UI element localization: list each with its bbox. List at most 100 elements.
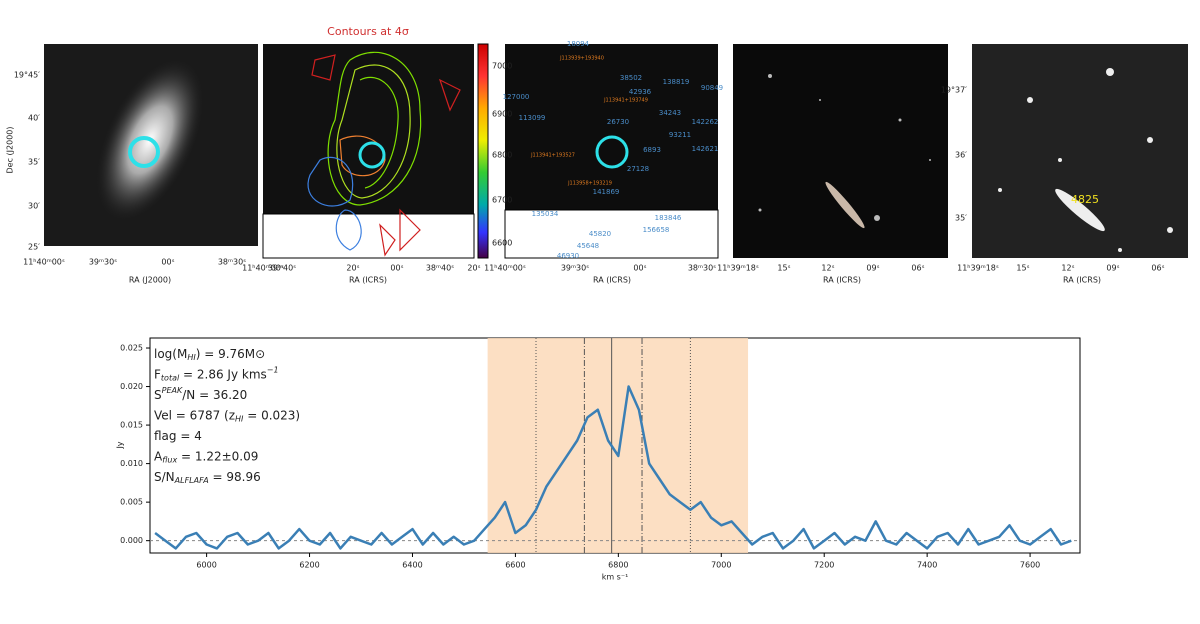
colorbar-tick-label: 7000 <box>492 62 512 71</box>
image <box>972 44 1188 258</box>
y-tick-label: 35′ <box>28 158 40 167</box>
colorbar <box>477 43 489 259</box>
x-tick-label: 39ᵐ30ˢ <box>89 258 117 267</box>
annotation-part: Vel = 6787 (z <box>154 408 235 422</box>
x-tick-label: 00ˢ <box>161 258 174 267</box>
x-tick-label: 7600 <box>1020 561 1040 570</box>
x-tick-label: 38ᵐ40ˢ <box>426 264 454 273</box>
catalog-label: 138819 <box>663 78 690 86</box>
catalog-label: 93211 <box>669 131 691 139</box>
y-tick-label: 0.010 <box>120 459 143 468</box>
image <box>505 44 718 210</box>
annotation: S/NALFLAFA = 98.96 <box>154 470 261 485</box>
spectrum-line <box>154 385 1072 550</box>
y-tick-label: 35′ <box>955 214 967 223</box>
catalog-label: 45648 <box>577 242 599 250</box>
y-tick-label: 0.005 <box>120 498 143 507</box>
annotation: log(MHI) = 9.76M⊙ <box>154 347 265 362</box>
x-tick-label: 15ˢ <box>777 264 790 273</box>
y-tick-label: 30′ <box>28 202 40 211</box>
catalog-label: 113099 <box>519 114 546 122</box>
x-tick-label: 39ᵐ30ˢ <box>561 264 589 273</box>
x-tick-label: 00ˢ <box>390 264 403 273</box>
y-tick-label: 19°45′ <box>14 71 40 80</box>
catalog-label: J113941+193527 <box>530 153 575 159</box>
annotation-part: −1 <box>267 365 279 374</box>
catalog-label: 26730 <box>607 118 629 126</box>
x-axis-label: RA (ICRS) <box>1063 276 1101 285</box>
x-tick-label: 38ᵐ30ˢ <box>218 258 246 267</box>
annotation-part: total <box>161 373 180 382</box>
y-tick-label: 0.025 <box>120 344 143 353</box>
x-tick-label: 39ᵐ40ˢ <box>268 264 296 273</box>
annotation: flag = 4 <box>154 429 202 443</box>
catalog-label: 46930 <box>557 252 579 260</box>
x-tick-label: 11ʰ40ᵐ00ˢ <box>242 264 284 273</box>
x-tick-label: 20ˢ <box>467 264 480 273</box>
x-tick-label: 11ʰ39ᵐ18ˢ <box>957 264 999 273</box>
annotation-part: /N = 36.20 <box>182 388 247 402</box>
beam <box>595 135 629 169</box>
catalog-label: 27128 <box>627 165 649 173</box>
catalog-label: 18094 <box>567 40 590 48</box>
panel-title: Contours at 4σ <box>327 25 409 38</box>
x-tick-label: 7400 <box>917 561 937 570</box>
y-tick-label: 40′ <box>28 114 40 123</box>
annotation: Aflux = 1.22±0.09 <box>154 449 258 464</box>
annotation: SPEAK/N = 36.20 <box>154 386 247 402</box>
y-tick-label: 19°37′ <box>941 86 967 95</box>
x-tick-label: 6200 <box>299 561 319 570</box>
x-axis-label: RA (ICRS) <box>823 276 861 285</box>
y-tick-label: 0.015 <box>120 421 143 430</box>
x-tick-label: 11ʰ39ᵐ18ˢ <box>717 264 759 273</box>
x-tick-label: 7000 <box>711 561 731 570</box>
annotation-part: ) = 9.76M⊙ <box>196 347 266 361</box>
y-tick-label: 0.020 <box>120 382 143 391</box>
y-axis-label: Jy <box>116 441 125 449</box>
annotation-part: HI <box>235 414 244 423</box>
annotation-part: = 98.96 <box>209 470 261 484</box>
colorbar-tick-label: 6800 <box>492 151 512 160</box>
annotation-part: HI <box>187 353 196 362</box>
catalog-label: 34243 <box>659 109 681 117</box>
galaxy <box>825 181 865 229</box>
image <box>262 213 475 259</box>
annotation-part: = 0.023) <box>243 408 300 422</box>
y-tick-label: 0.000 <box>120 536 143 545</box>
x-tick-label: 09ˢ <box>1106 264 1119 273</box>
catalog-label: 42936 <box>629 88 652 96</box>
x-axis-label: km s⁻¹ <box>602 573 629 582</box>
annotation-part: = 2.86 Jy kms <box>179 367 267 381</box>
galaxy <box>1055 188 1105 232</box>
y-axis-label: Dec (J2000) <box>6 127 15 174</box>
annotation-part: flux <box>162 455 177 464</box>
marker-label: 4825 <box>1071 193 1099 206</box>
x-tick-label: 06ˢ <box>1151 264 1164 273</box>
image <box>733 44 948 258</box>
annotation: Ftotal = 2.86 Jy kms−1 <box>154 365 279 382</box>
annotation: Vel = 6787 (zHI = 0.023) <box>154 408 300 423</box>
x-tick-label: 38ᵐ30ˢ <box>688 264 716 273</box>
catalog-label: 141869 <box>593 188 620 196</box>
x-tick-label: 06ˢ <box>911 264 924 273</box>
x-axis-label: RA (J2000) <box>129 276 171 285</box>
annotation-part: PEAK <box>162 386 183 395</box>
catalog-label: 183846 <box>655 214 682 222</box>
catalog-label: J113941+193749 <box>603 98 648 104</box>
x-tick-label: 09ˢ <box>866 264 879 273</box>
velocity-span <box>487 338 749 553</box>
catalog-label: 127000 <box>503 93 530 101</box>
catalog-label: 6893 <box>643 146 661 154</box>
catalog-label: 90849 <box>701 84 723 92</box>
catalog-label: 156658 <box>643 226 670 234</box>
x-tick-label: 12ˢ <box>1061 264 1074 273</box>
catalog-label: J113939+193940 <box>559 56 604 62</box>
x-tick-label: 6600 <box>505 561 525 570</box>
x-tick-label: 6000 <box>196 561 216 570</box>
annotation-part: ALFLAFA <box>174 476 209 485</box>
colorbar-tick-label: 6600 <box>492 239 512 248</box>
colorbar-tick-label: 6900 <box>492 110 512 119</box>
x-tick-label: 6400 <box>402 561 422 570</box>
annotation-part: F <box>154 367 161 381</box>
